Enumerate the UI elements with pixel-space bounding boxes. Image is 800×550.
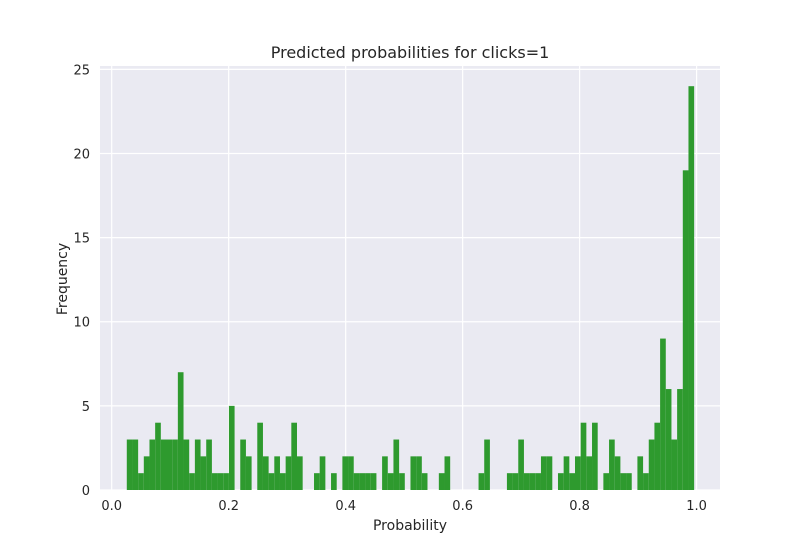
histogram-bar <box>353 473 360 490</box>
histogram-bar <box>557 473 564 490</box>
histogram-bar <box>382 456 388 490</box>
x-tick-label: 0.8 <box>569 499 590 514</box>
x-tick-label: 1.0 <box>686 499 707 514</box>
histogram-bar <box>438 473 445 490</box>
histogram-bar <box>626 473 632 490</box>
y-tick-label: 25 <box>73 63 90 78</box>
histogram-bar <box>206 439 212 490</box>
histogram-bar <box>268 473 275 490</box>
y-axis-label: Frequency <box>55 243 71 315</box>
histogram-bar <box>211 473 218 490</box>
histogram-bar <box>387 473 394 490</box>
histogram-bar <box>155 422 161 490</box>
histogram-bar <box>580 422 587 490</box>
histogram-bar <box>393 439 400 490</box>
histogram-bar <box>592 422 598 490</box>
histogram-bar <box>569 473 576 490</box>
histogram-bar <box>257 422 263 490</box>
histogram-bar <box>217 473 224 490</box>
histogram-bar <box>262 456 269 490</box>
histogram-bar <box>677 389 683 490</box>
histogram-bar <box>223 473 229 490</box>
histogram-bar <box>314 473 320 490</box>
histogram-bar <box>529 473 536 490</box>
histogram-bar <box>172 439 178 490</box>
histogram-bar <box>342 456 349 490</box>
y-tick-label: 5 <box>82 400 90 415</box>
histogram-bar <box>654 422 661 490</box>
histogram-bar <box>637 456 644 490</box>
histogram-bar <box>444 456 451 490</box>
histogram-bar <box>149 439 156 490</box>
histogram-bar <box>523 473 530 490</box>
histogram-bar <box>586 456 593 490</box>
y-tick-label: 15 <box>73 232 90 247</box>
histogram-bar <box>535 473 541 490</box>
histogram-bar <box>228 405 235 490</box>
x-axis-ticks: 0.0 0.2 0.4 0.6 0.8 1.0 <box>101 499 707 514</box>
histogram-bar <box>620 473 627 490</box>
plot-background <box>100 66 720 490</box>
histogram-bar <box>245 456 252 490</box>
histogram-bar <box>138 473 144 490</box>
chart-title: Predicted probabilities for clicks=1 <box>271 43 550 62</box>
histogram-bar <box>189 473 195 490</box>
histogram-bar <box>518 439 524 490</box>
histogram-bar <box>563 456 570 490</box>
y-axis-ticks: 0 5 10 15 20 25 <box>73 63 90 499</box>
histogram-bar <box>484 439 490 490</box>
histogram-bar <box>546 456 553 490</box>
histogram-bar <box>478 473 485 490</box>
histogram-bar <box>200 456 207 490</box>
histogram-bar <box>603 473 610 490</box>
histogram-bar <box>671 439 678 490</box>
histogram-bar <box>240 439 246 490</box>
histogram-bar <box>614 456 621 490</box>
histogram-bar <box>416 456 422 490</box>
histogram-bar <box>648 439 655 490</box>
x-tick-label: 0.4 <box>335 499 356 514</box>
x-tick-label: 0.2 <box>218 499 239 514</box>
histogram-bar <box>370 473 377 490</box>
histogram-bar <box>512 473 519 490</box>
histogram-bar <box>540 456 547 490</box>
histogram-bar <box>279 473 286 490</box>
x-tick-label: 0.0 <box>101 499 122 514</box>
histogram-bar <box>274 456 280 490</box>
histogram-bar <box>177 372 184 490</box>
y-tick-label: 0 <box>82 484 90 499</box>
histogram-bar <box>285 456 292 490</box>
histogram-bar <box>575 456 581 490</box>
y-tick-label: 20 <box>73 147 90 162</box>
histogram-bar <box>660 338 666 490</box>
histogram-bar <box>319 456 326 490</box>
histogram-bar <box>126 439 133 490</box>
histogram-bar <box>183 439 190 490</box>
histogram-bar <box>410 456 417 490</box>
histogram-bar <box>421 473 428 490</box>
histogram-bars <box>126 86 695 491</box>
histogram-bar <box>160 439 167 490</box>
histogram-bar <box>399 473 405 490</box>
histogram-bar <box>643 473 649 490</box>
histogram-bar <box>348 456 354 490</box>
histogram-bar <box>506 473 513 490</box>
histogram-bar <box>365 473 371 490</box>
x-tick-label: 0.6 <box>452 499 473 514</box>
histogram-bar <box>359 473 366 490</box>
histogram-bar <box>665 389 672 490</box>
histogram-bar <box>291 422 297 490</box>
histogram-bar <box>166 439 173 490</box>
histogram-bar <box>682 170 689 491</box>
histogram-bar <box>194 439 201 490</box>
histogram-bar <box>331 473 337 490</box>
histogram-bar <box>132 439 139 490</box>
histogram-bar <box>609 439 615 490</box>
histogram-bar <box>296 456 303 490</box>
histogram-bar <box>688 86 695 490</box>
x-axis-label: Probability <box>373 518 447 534</box>
y-tick-label: 10 <box>73 316 90 331</box>
histogram-bar <box>143 456 150 490</box>
